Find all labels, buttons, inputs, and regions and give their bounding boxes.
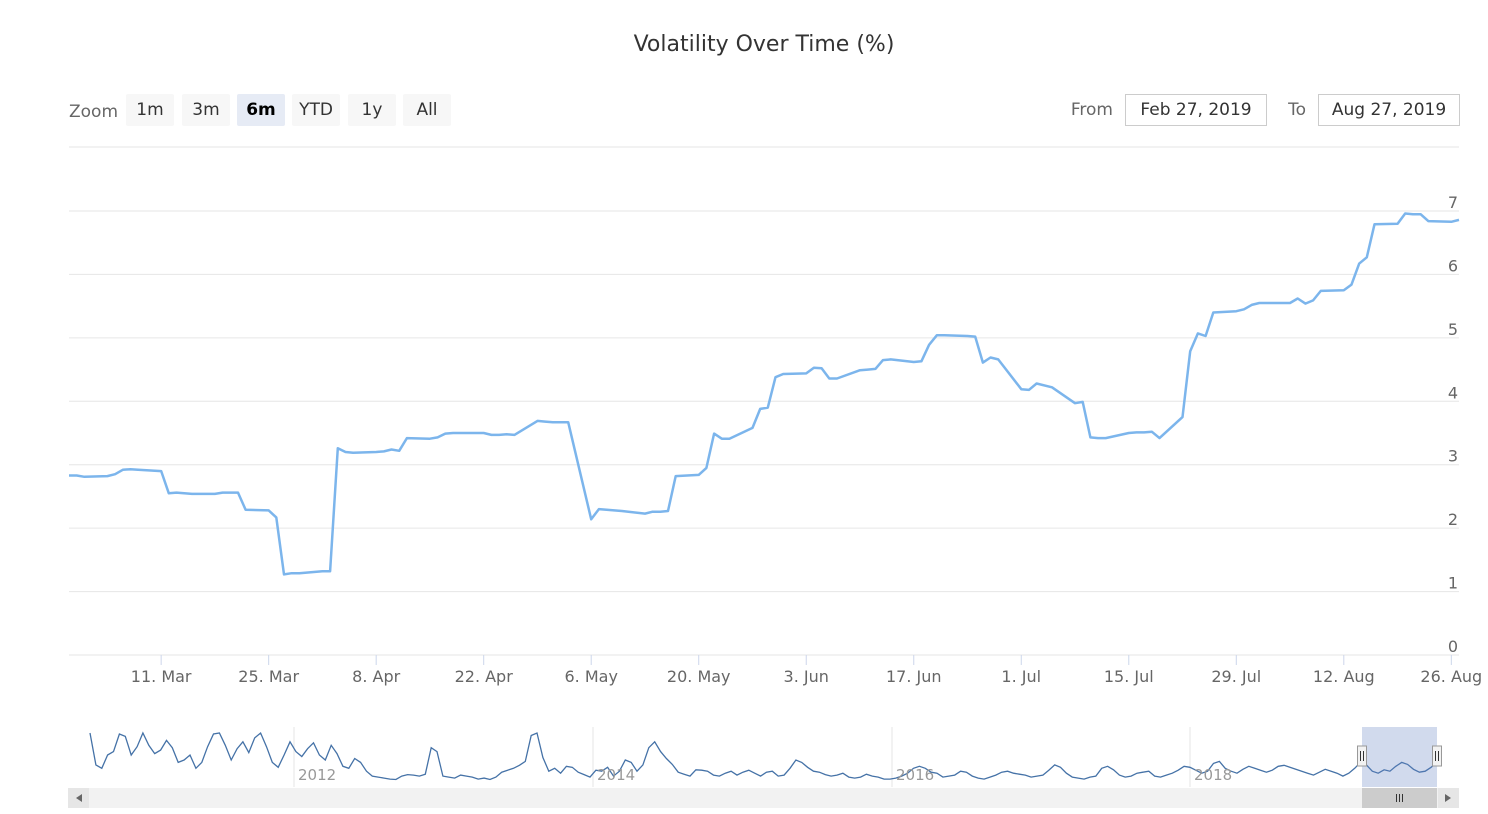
zoom-buttons: 1m 3m 6m YTD 1y All (126, 94, 451, 126)
zoom-button-3m[interactable]: 3m (182, 94, 230, 126)
x-tick-label: 6. May (564, 667, 617, 686)
navigator-tick-label: 2016 (896, 766, 934, 784)
zoom-button-all[interactable]: All (403, 94, 451, 126)
x-tick-label: 17. Jun (886, 667, 942, 686)
x-tick-label: 22. Apr (455, 667, 514, 686)
navigator-series-line (89, 731, 1438, 781)
x-tick-label: 1. Jul (1001, 667, 1041, 686)
x-tick-label: 15. Jul (1104, 667, 1154, 686)
navigator-right-handle[interactable] (1432, 745, 1442, 767)
zoom-button-label: 3m (192, 100, 219, 120)
volatility-series-line (69, 212, 1460, 576)
left-arrow-icon (76, 794, 82, 802)
y-tick-label: 2 (1448, 510, 1458, 529)
x-tick-label: 11. Mar (131, 667, 192, 686)
zoom-button-label: 6m (246, 100, 276, 120)
y-tick-label: 4 (1448, 383, 1458, 402)
x-tick-label: 3. Jun (784, 667, 829, 686)
navigator-left-handle[interactable] (1357, 745, 1367, 767)
x-tick-label: 29. Jul (1211, 667, 1261, 686)
zoom-button-6m[interactable]: 6m (237, 94, 285, 126)
chart-title: Volatility Over Time (%) (634, 32, 895, 57)
navigator-tick-label: 2018 (1194, 766, 1232, 784)
navigator-background (68, 727, 1459, 787)
x-tick-label: 12. Aug (1313, 667, 1375, 686)
y-tick-label: 6 (1448, 256, 1458, 275)
navigator-tick-label: 2012 (298, 766, 336, 784)
zoom-button-label: All (416, 100, 437, 120)
navigator-selected-window[interactable] (1362, 727, 1437, 787)
x-tick-label: 25. Mar (238, 667, 299, 686)
plot-gridlines (69, 146, 1459, 656)
from-date-value: Feb 27, 2019 (1140, 100, 1251, 120)
y-tick-label: 0 (1448, 637, 1458, 656)
y-tick-label: 3 (1448, 447, 1458, 466)
x-tick-label: 8. Apr (352, 667, 400, 686)
y-tick-label: 7 (1448, 193, 1458, 212)
scrollbar-track[interactable] (68, 788, 1459, 808)
zoom-button-label: 1m (136, 100, 163, 120)
to-label: To (1287, 100, 1306, 120)
y-tick-label: 1 (1448, 574, 1458, 593)
x-tick-label: 20. May (667, 667, 731, 686)
scrollbar[interactable] (68, 788, 1459, 808)
to-date-value: Aug 27, 2019 (1332, 100, 1446, 120)
right-arrow-icon (1445, 794, 1451, 802)
scrollbar-grip-icon (1396, 794, 1403, 802)
y-axis: 0 1 2 3 4 5 6 7 (1448, 193, 1458, 656)
zoom-button-label: 1y (362, 100, 383, 120)
navigator-gridlines (293, 727, 1191, 787)
to-date-input[interactable]: Aug 27, 2019 (1318, 94, 1460, 126)
navigator[interactable]: 2012 2014 2016 2018 (68, 727, 1459, 787)
scrollbar-right-arrow[interactable] (1438, 788, 1459, 808)
from-label: From (1071, 100, 1113, 120)
x-tick-label: 26. Aug (1420, 667, 1482, 686)
zoom-button-label: YTD (298, 100, 333, 120)
zoom-label: Zoom (69, 102, 118, 122)
scrollbar-left-arrow[interactable] (68, 788, 89, 808)
navigator-axis: 2012 2014 2016 2018 (298, 766, 1232, 784)
navigator-tick-label: 2014 (597, 766, 635, 784)
zoom-button-1y[interactable]: 1y (348, 94, 396, 126)
zoom-button-ytd[interactable]: YTD (292, 94, 340, 126)
x-axis: 11. Mar 25. Mar 8. Apr 22. Apr 6. May 20. May… (131, 655, 1482, 686)
y-tick-label: 5 (1448, 320, 1458, 339)
from-date-input[interactable]: Feb 27, 2019 (1125, 94, 1267, 126)
zoom-button-1m[interactable]: 1m (126, 94, 174, 126)
